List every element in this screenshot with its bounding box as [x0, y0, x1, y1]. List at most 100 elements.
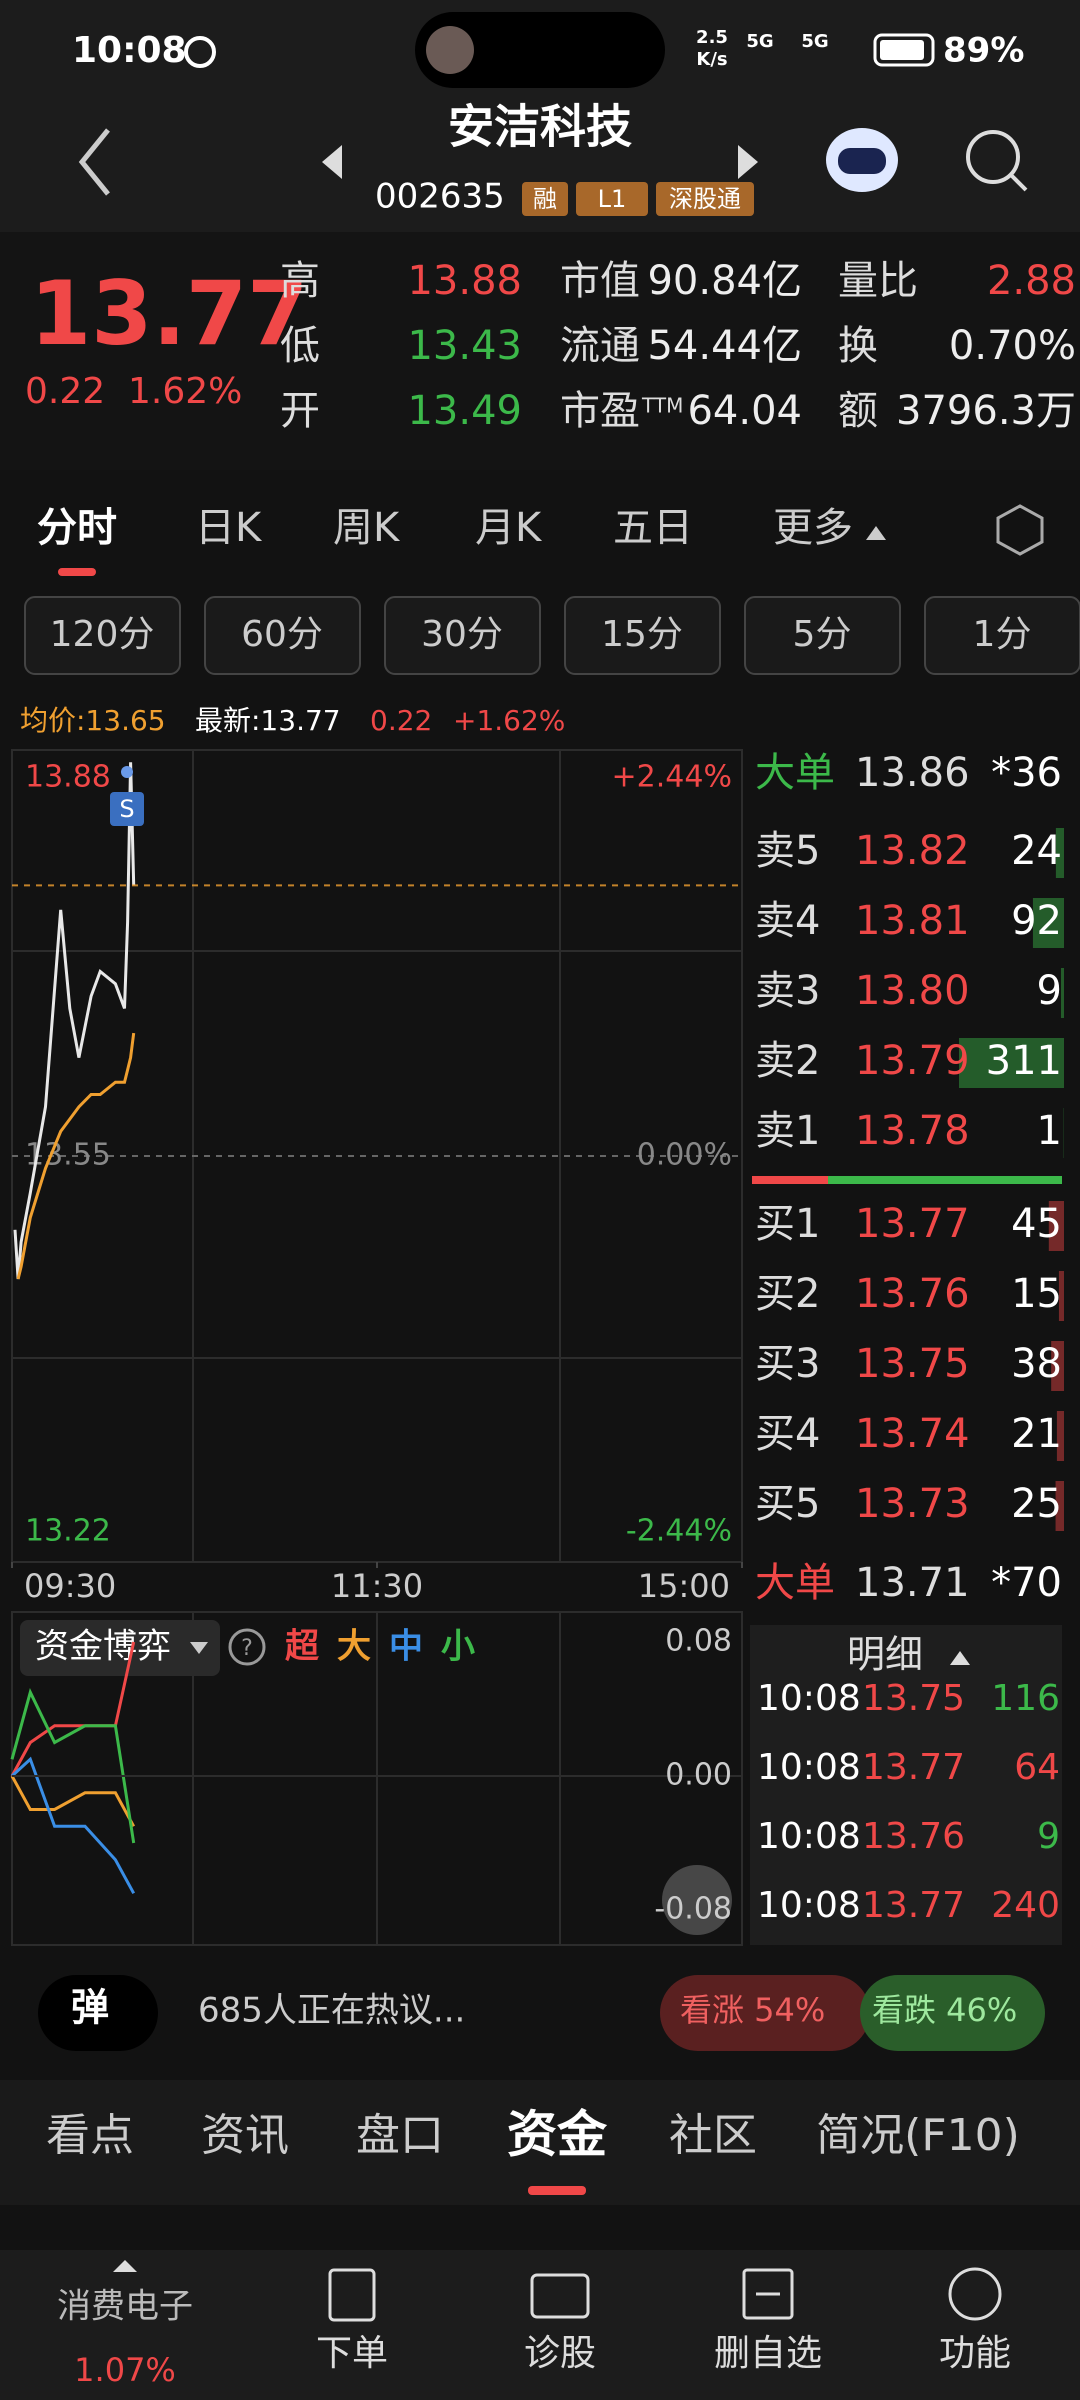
bear-button[interactable]: [860, 1975, 1045, 2051]
help-mark: ?: [241, 1636, 253, 1661]
book-volume: 9: [1037, 968, 1062, 1014]
stat-label: 市盈: [560, 388, 640, 434]
chart-tab[interactable]: 月K: [475, 505, 543, 551]
sector-name[interactable]: 消费电子: [57, 2287, 193, 2327]
book-divider-red: [752, 1176, 828, 1184]
chart-tab[interactable]: 周K: [333, 505, 401, 551]
fund-selector[interactable]: [20, 1620, 220, 1676]
search-button[interactable]: [966, 130, 1020, 184]
camera-island: [415, 12, 665, 88]
interval-button[interactable]: [204, 596, 361, 675]
book-price: 13.73: [855, 1481, 970, 1527]
interval-button[interactable]: [744, 596, 901, 675]
barrage-button[interactable]: [38, 1975, 158, 2051]
book-label: 卖2: [755, 1038, 820, 1084]
interval-label: 5分: [793, 614, 852, 655]
book-label: 买5: [755, 1481, 820, 1527]
volume-bar: [1058, 1271, 1064, 1321]
trade-volume: 64: [1014, 1747, 1060, 1788]
help-icon[interactable]: [228, 1628, 266, 1666]
book-price: 13.86: [855, 750, 970, 796]
section-tab[interactable]: 资金: [507, 2106, 608, 2164]
discussion-text[interactable]: 685人正在热议...: [198, 1991, 465, 2031]
stock-tag: 融: [533, 185, 557, 213]
info-change-pct: +1.62%: [453, 704, 565, 737]
stock-name: 安洁科技: [448, 100, 632, 154]
section-indicator: [528, 2186, 586, 2195]
book-price: 13.81: [855, 898, 970, 944]
info-change: 0.22: [370, 704, 432, 737]
interval-button[interactable]: [924, 596, 1080, 675]
book-volume: 24: [1011, 828, 1062, 874]
stat-label: 高: [280, 258, 320, 304]
section-tab[interactable]: 资讯: [201, 2110, 289, 2161]
bull-button[interactable]: [660, 1975, 870, 2051]
chart-tab[interactable]: 日K: [195, 505, 263, 551]
remove-icon: [742, 2268, 794, 2320]
nav-item[interactable]: 删自选: [714, 2333, 822, 2374]
sector-expand[interactable]: [113, 2260, 137, 2272]
fullscreen-button[interactable]: [662, 1865, 732, 1935]
stock-code: 002635: [375, 177, 505, 217]
trade-price: 13.76: [862, 1816, 965, 1857]
book-label: 买1: [755, 1201, 820, 1247]
book-divider-green: [828, 1176, 1062, 1184]
high-dot: [121, 766, 133, 778]
chart-tab[interactable]: 更多: [773, 505, 853, 551]
fund-line: [10, 1641, 136, 1777]
volume-bar: [1056, 1411, 1064, 1461]
x-tick-label: 11:30: [331, 1567, 423, 1605]
section-tab[interactable]: 看点: [46, 2110, 134, 2161]
stat-label-sup: TTM: [641, 394, 683, 418]
book-label: 卖5: [755, 828, 820, 874]
trade-time: 10:08: [757, 1678, 861, 1719]
section-tab[interactable]: 盘口: [356, 2110, 444, 2161]
volume-bar: [1060, 968, 1064, 1018]
trade-volume: 9: [1037, 1816, 1060, 1857]
interval-button[interactable]: [384, 596, 541, 675]
sell-signal-mark: S: [119, 795, 134, 823]
price-line: [13, 762, 136, 1280]
interval-button[interactable]: [24, 596, 181, 675]
fund-line: [10, 1688, 136, 1844]
book-price: 13.77: [855, 1201, 970, 1247]
legend-entry: 大: [337, 1627, 371, 1667]
x-tick-label: 15:00: [638, 1567, 730, 1605]
tab-indicator: [58, 568, 96, 576]
book-label: 买2: [755, 1271, 820, 1317]
back-button[interactable]: [78, 128, 110, 196]
nav-item[interactable]: 诊股: [524, 2333, 596, 2374]
prev-stock[interactable]: [322, 145, 342, 179]
next-stock[interactable]: [738, 145, 758, 179]
battery-icon: [873, 33, 935, 67]
bull-label: 看涨 54%: [680, 1991, 825, 2029]
stat-value: 13.88: [407, 258, 522, 304]
book-volume: *36: [991, 750, 1062, 796]
book-volume: 311: [986, 1038, 1062, 1084]
volume-bar: [1032, 898, 1064, 948]
trade-price: 13.77: [862, 1747, 965, 1788]
nav-item[interactable]: 下单: [316, 2333, 388, 2374]
barrage-label[interactable]: 弹: [71, 1986, 109, 2030]
net-speed: 2.5: [696, 27, 728, 48]
trades-title[interactable]: 明细: [847, 1633, 923, 1677]
battery-level: [880, 40, 924, 60]
book-volume: 38: [1011, 1341, 1062, 1387]
bear-label: 看跌 46%: [872, 1991, 1017, 2029]
section-tab[interactable]: 简况(F10): [816, 2110, 1020, 2161]
fund-title[interactable]: 资金博弈: [35, 1627, 171, 1667]
chart-settings[interactable]: [996, 504, 1044, 556]
trades-bg: [750, 1625, 1062, 1945]
x-tick-label: 09:30: [24, 1567, 116, 1605]
book-volume: 1: [1037, 1108, 1062, 1154]
network: 5G: [801, 31, 828, 52]
section-tab[interactable]: 社区: [669, 2110, 757, 2161]
net-speed-unit: K/s: [696, 49, 727, 70]
interval-button[interactable]: [564, 596, 721, 675]
tag-bg: [522, 182, 568, 216]
chart-tab[interactable]: 分时: [37, 505, 117, 551]
stock-tag: L1: [598, 185, 627, 213]
trades-sort: [950, 1651, 970, 1665]
nav-item[interactable]: 功能: [939, 2333, 1011, 2374]
chart-tab[interactable]: 五日: [613, 505, 693, 551]
